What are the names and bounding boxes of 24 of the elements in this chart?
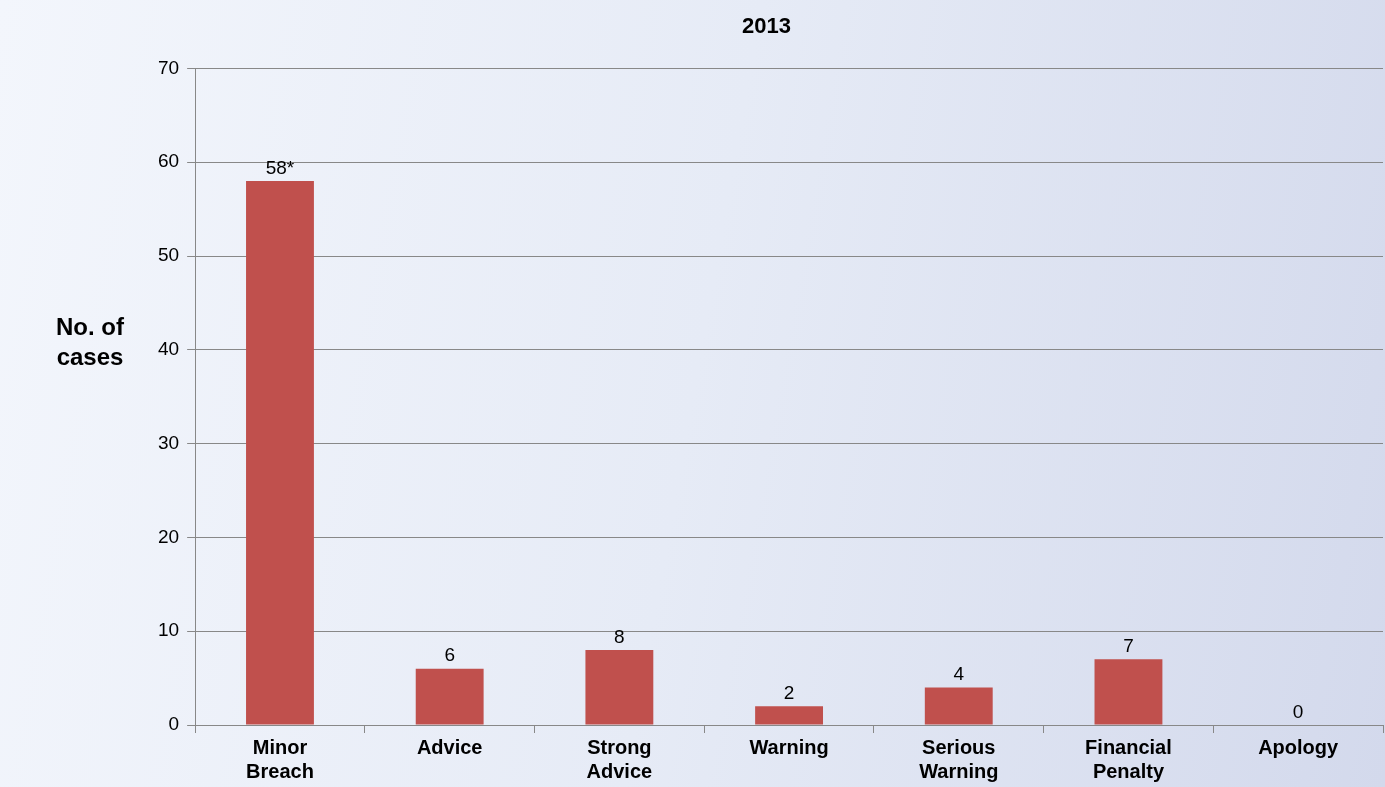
y-tick-label: 20: [157, 525, 180, 547]
y-tick-label: 50: [157, 244, 180, 266]
y-tick-label: 70: [157, 56, 180, 78]
chart-title: 2013: [742, 13, 791, 39]
x-tick-label: Serious Warning: [919, 735, 999, 782]
x-tick-label: Minor Breach: [246, 735, 314, 782]
data-label: 6: [444, 644, 455, 666]
y-tick-label: 40: [157, 338, 180, 360]
x-tick-label: Warning: [749, 735, 829, 758]
y-axis-title: No. of cases: [55, 312, 125, 372]
x-tick-label: Advice: [416, 735, 483, 758]
x-tick-label: Apology: [1258, 735, 1340, 758]
x-tick-label: Financial Penalty: [1085, 735, 1172, 782]
data-label: 8: [614, 625, 625, 647]
data-label: 58*: [265, 156, 295, 178]
data-label: 4: [953, 663, 965, 685]
y-tick-label: 30: [157, 431, 180, 453]
y-tick-label: 60: [157, 150, 180, 172]
y-tick-label: 0: [168, 713, 180, 735]
data-label: 2: [783, 681, 795, 703]
data-label: 0: [1292, 700, 1304, 722]
x-tick-label: Strong Advice: [586, 735, 653, 782]
data-label: 7: [1123, 635, 1134, 657]
y-tick-label: 10: [157, 619, 180, 641]
